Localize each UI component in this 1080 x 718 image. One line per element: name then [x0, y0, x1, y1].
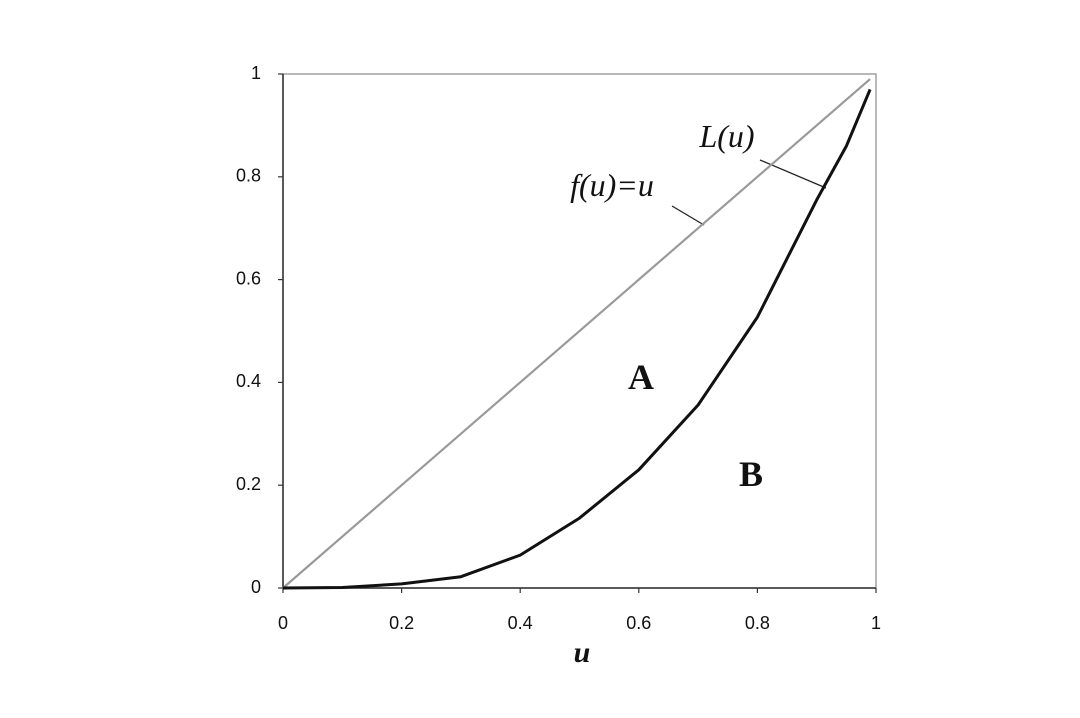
series-line: [282, 78, 871, 589]
x-tick-label: 0: [278, 613, 288, 633]
y-tick-label: 0.8: [236, 166, 261, 186]
x-tick-label: 0.4: [508, 613, 533, 633]
y-tick-label: 0.2: [236, 474, 261, 494]
y-tick-label: 0.4: [236, 371, 261, 391]
leader-line: [759, 159, 827, 189]
x-tick-label: 0.2: [389, 613, 414, 633]
series-label: L(u): [698, 118, 754, 154]
x-tick-label: 0.8: [745, 613, 770, 633]
region-label: A: [628, 357, 654, 397]
x-tick-label: 1: [871, 613, 881, 633]
series-line: [282, 88, 872, 590]
x-axis-title: u: [574, 636, 591, 669]
series-label: f(u)=u: [570, 167, 654, 203]
y-tick-label: 0: [251, 577, 261, 597]
y-tick-label: 0.6: [236, 268, 261, 288]
x-tick-label: 0.6: [626, 613, 651, 633]
y-tick-label: 1: [251, 63, 261, 83]
leader-line: [671, 205, 705, 226]
region-label: B: [739, 454, 763, 494]
